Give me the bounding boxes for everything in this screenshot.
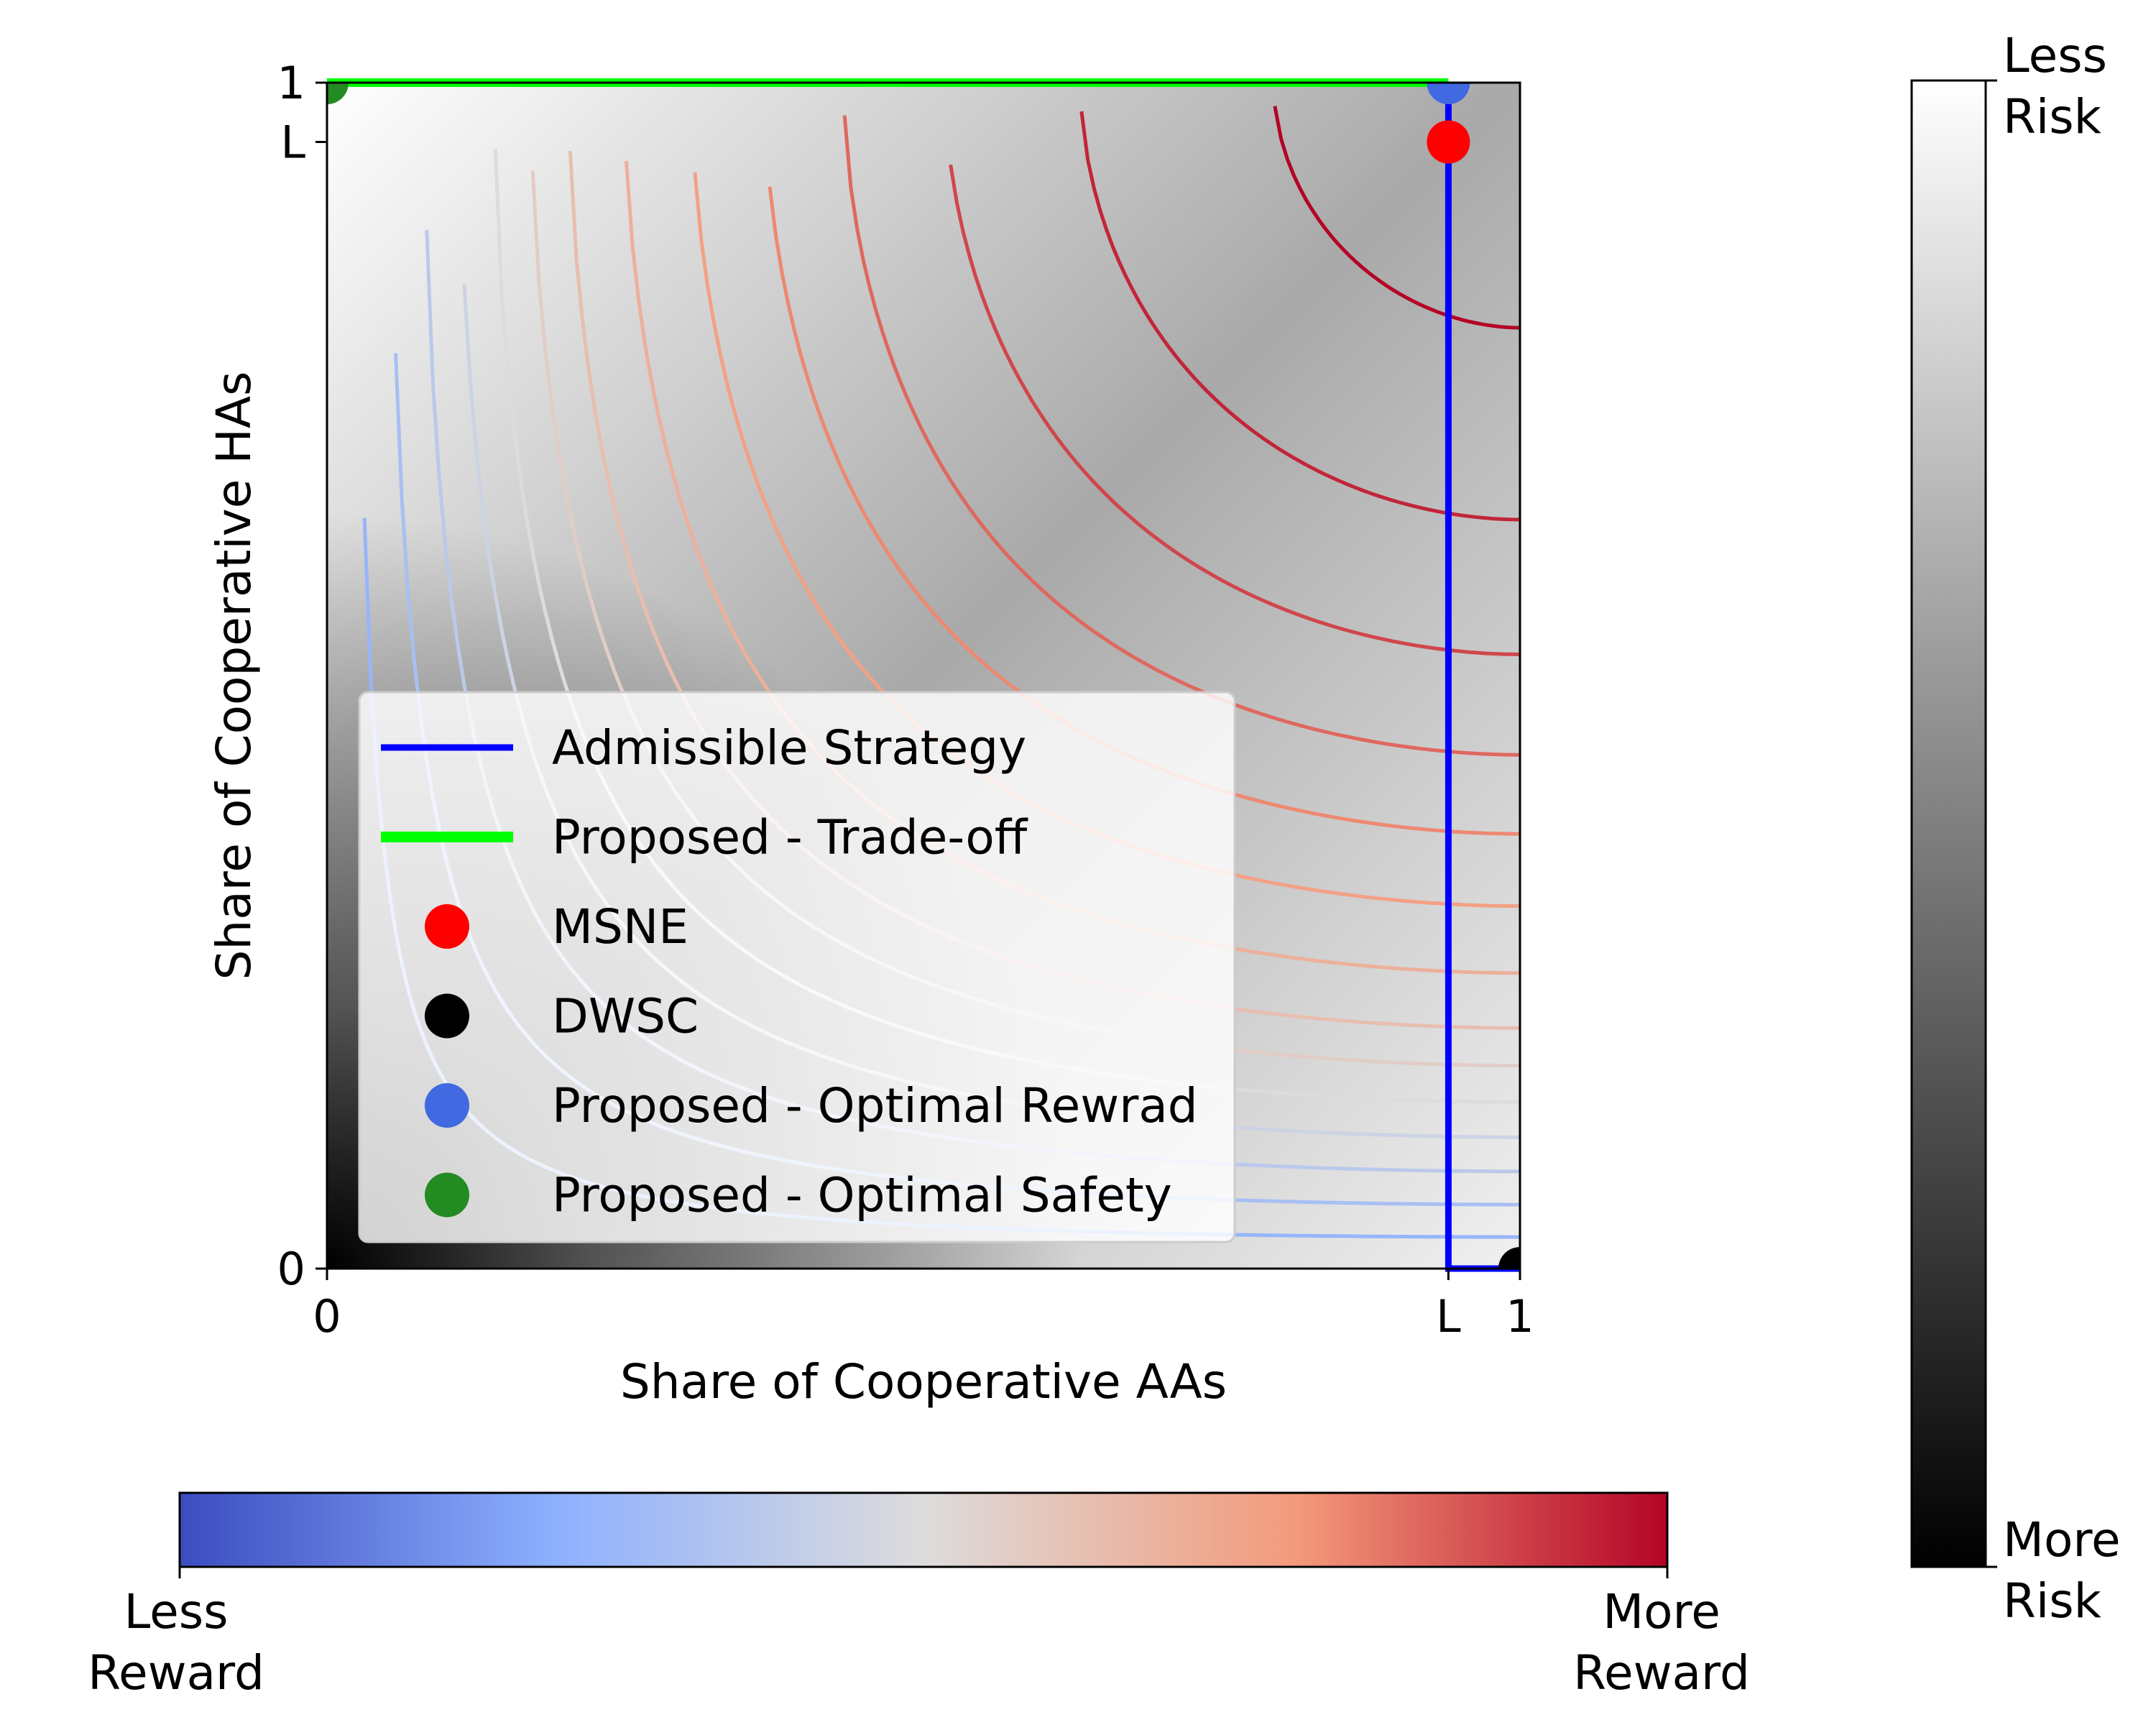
series-point-dwsc bbox=[1498, 1247, 1520, 1269]
reward-colorbar-low-label-2: Reward bbox=[88, 1645, 264, 1701]
legend-box bbox=[358, 691, 1236, 1243]
risk-colorbar: Less Risk More Risk bbox=[1910, 28, 2121, 1629]
reward-contour-line bbox=[949, 164, 1520, 656]
reward-colorbar-high-label: More bbox=[1603, 1584, 1720, 1639]
legend-handle-dwsc bbox=[425, 993, 469, 1039]
x-axis-label: Share of Cooperative AAs bbox=[620, 1354, 1227, 1409]
plot-frame bbox=[326, 81, 1521, 1270]
risk-colorbar-bottom-label: More bbox=[2003, 1512, 2121, 1568]
reward-contour-line bbox=[1079, 111, 1520, 522]
legend-label-proposed-trade-off: Proposed - Trade-off bbox=[552, 810, 1028, 865]
reward-contour-line bbox=[1273, 106, 1520, 330]
legend-handle-proposed-optimal-safety bbox=[425, 1172, 469, 1218]
legend-label-proposed-optimal-rewrad: Proposed - Optimal Rewrad bbox=[552, 1078, 1198, 1133]
x-tick-label: L bbox=[1436, 1290, 1461, 1343]
series-point-msne bbox=[1427, 120, 1470, 164]
reward-colorbar-gradient bbox=[178, 1491, 1669, 1568]
legend: Admissible Strategy Proposed - Trade-off M… bbox=[358, 691, 1236, 1243]
reward-contour-line bbox=[842, 115, 1520, 757]
reward-colorbar-high-label-2: Reward bbox=[1573, 1645, 1750, 1701]
risk-colorbar-bottom-label-2: Risk bbox=[2003, 1573, 2102, 1629]
y-tick-label: 0 bbox=[277, 1243, 305, 1295]
series-point-proposed-optimal-rewrad bbox=[1427, 83, 1470, 104]
risk-colorbar-top-label-2: Risk bbox=[2003, 89, 2102, 144]
y-tick-label: L bbox=[280, 116, 305, 169]
legend-label-admissible-strategy: Admissible Strategy bbox=[552, 720, 1026, 776]
legend-label-dwsc: DWSC bbox=[552, 989, 699, 1044]
y-axis-label: Share of Cooperative HAs bbox=[206, 372, 262, 980]
y-axis-ticks: 0 L 1 bbox=[277, 57, 327, 1295]
legend-label-msne: MSNE bbox=[552, 899, 688, 954]
legend-handle-msne bbox=[425, 904, 469, 949]
legend-label-proposed-optimal-safety: Proposed - Optimal Safety bbox=[552, 1168, 1172, 1223]
reward-colorbar: Less Reward More Reward bbox=[88, 1491, 1750, 1701]
x-tick-label: 0 bbox=[313, 1290, 341, 1343]
x-tick-label: 1 bbox=[1506, 1290, 1534, 1343]
risk-colorbar-top-label: Less bbox=[2003, 28, 2107, 83]
y-tick-label: 1 bbox=[277, 57, 305, 109]
legend-handle-proposed-optimal-rewrad bbox=[425, 1083, 469, 1128]
reward-colorbar-low-label: Less bbox=[124, 1584, 229, 1639]
risk-colorbar-gradient bbox=[1910, 79, 1987, 1568]
series-point-proposed-optimal-safety bbox=[327, 83, 349, 104]
